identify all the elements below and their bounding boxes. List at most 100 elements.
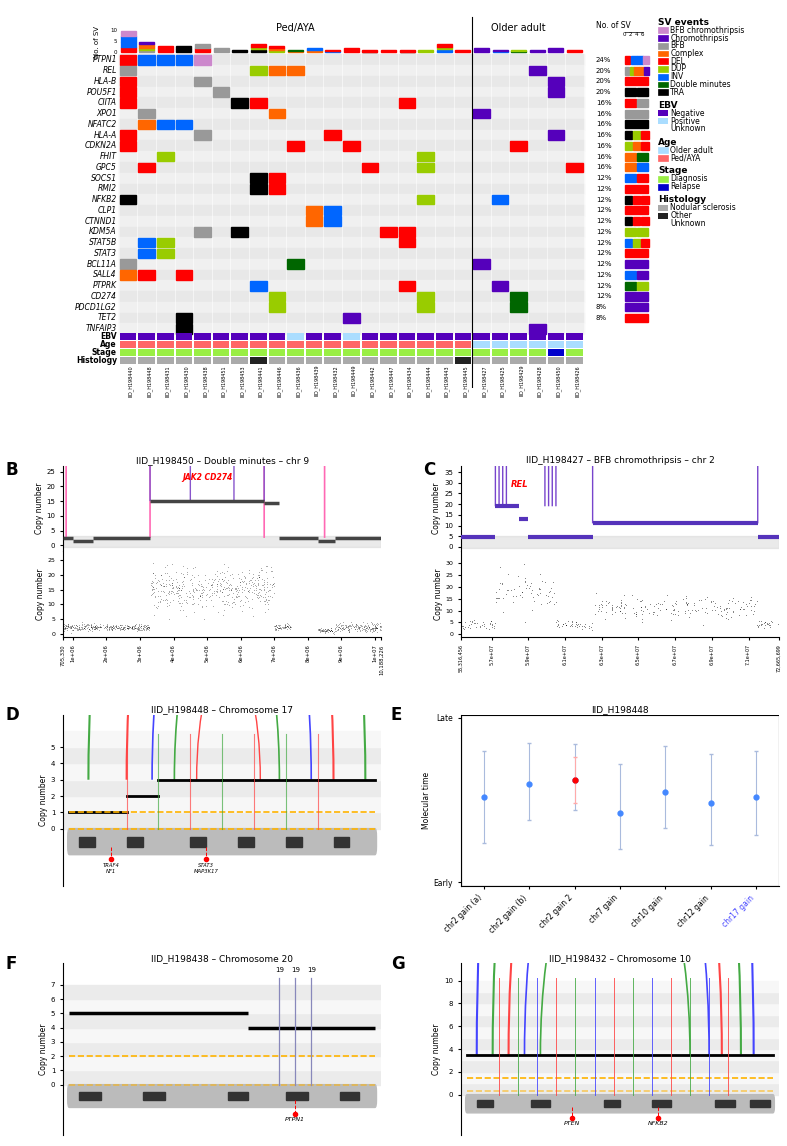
- Bar: [417, 332, 434, 339]
- Point: [242, 582, 255, 601]
- Point: [556, 618, 568, 636]
- Point: [171, 579, 183, 597]
- Bar: [268, 109, 285, 118]
- Point: [247, 565, 260, 583]
- Point: [79, 617, 91, 635]
- Point: [344, 615, 357, 634]
- Bar: [324, 205, 341, 215]
- Point: [102, 620, 115, 638]
- Point: [323, 622, 336, 641]
- Point: [76, 619, 88, 637]
- Point: [270, 620, 283, 638]
- Bar: [212, 332, 230, 339]
- Point: [523, 578, 536, 596]
- Point: [148, 606, 161, 625]
- Bar: [157, 238, 174, 248]
- Point: [476, 613, 489, 631]
- Text: 12%: 12%: [596, 207, 611, 213]
- Point: [316, 620, 328, 638]
- Point: [123, 619, 135, 637]
- Point: [246, 568, 258, 587]
- Point: [626, 598, 639, 617]
- Point: [243, 598, 256, 617]
- Bar: [625, 66, 630, 74]
- Bar: [633, 238, 641, 246]
- Text: 12%: 12%: [596, 197, 611, 203]
- Point: [353, 619, 365, 637]
- Point: [155, 566, 168, 584]
- Point: [79, 615, 92, 634]
- Point: [209, 571, 221, 589]
- Point: [217, 601, 230, 619]
- Point: [349, 618, 362, 636]
- Bar: [436, 332, 453, 339]
- Point: [324, 621, 337, 639]
- Point: [369, 619, 382, 637]
- Point: [67, 621, 79, 639]
- Point: [318, 621, 331, 639]
- Bar: [566, 163, 583, 172]
- Point: [106, 620, 119, 638]
- Point: [243, 560, 256, 579]
- Text: 16%: 16%: [596, 154, 611, 159]
- Text: REL: REL: [511, 480, 528, 489]
- Bar: [305, 348, 323, 355]
- Bar: [461, 1015, 779, 1026]
- Point: [107, 617, 120, 635]
- Point: [367, 621, 379, 639]
- Point: [490, 592, 502, 611]
- Point: [478, 617, 490, 635]
- Point: [319, 620, 331, 638]
- Point: [575, 617, 588, 635]
- Bar: [658, 28, 668, 33]
- Point: [166, 583, 179, 602]
- Point: [335, 619, 348, 637]
- Point: [729, 594, 741, 612]
- Point: [323, 621, 335, 639]
- Bar: [212, 87, 230, 97]
- Point: [88, 619, 101, 637]
- Point: [325, 619, 338, 637]
- Point: [65, 617, 78, 635]
- Point: [137, 619, 150, 637]
- Point: [486, 614, 499, 633]
- Point: [484, 615, 497, 634]
- Point: [135, 617, 147, 635]
- Point: [158, 583, 171, 602]
- Point: [150, 573, 162, 591]
- Bar: [79, 837, 94, 847]
- Point: [371, 617, 383, 635]
- Point: [634, 591, 646, 610]
- Y-axis label: Copy number: Copy number: [39, 1023, 48, 1075]
- Bar: [231, 340, 248, 347]
- Point: [100, 620, 113, 638]
- Point: [516, 583, 529, 602]
- Point: [83, 615, 95, 634]
- Point: [260, 573, 273, 591]
- Point: [220, 586, 233, 604]
- Point: [342, 620, 355, 638]
- Bar: [380, 227, 397, 237]
- Text: Positive: Positive: [671, 117, 700, 126]
- Text: Age: Age: [658, 138, 678, 147]
- Point: [101, 620, 113, 638]
- Point: [194, 587, 206, 605]
- Point: [718, 601, 730, 619]
- Text: IID_H198432: IID_H198432: [333, 364, 338, 397]
- Point: [81, 618, 94, 636]
- Point: [375, 618, 387, 636]
- Point: [343, 622, 356, 641]
- Text: BFB: BFB: [671, 41, 685, 50]
- Point: [225, 580, 238, 598]
- Point: [71, 620, 83, 638]
- Bar: [455, 356, 471, 364]
- Point: [217, 580, 230, 598]
- Point: [90, 619, 102, 637]
- Point: [560, 615, 572, 634]
- Point: [207, 573, 220, 591]
- Point: [475, 615, 488, 634]
- Point: [90, 619, 102, 637]
- Point: [221, 571, 234, 589]
- Point: [152, 587, 164, 605]
- Bar: [195, 48, 210, 53]
